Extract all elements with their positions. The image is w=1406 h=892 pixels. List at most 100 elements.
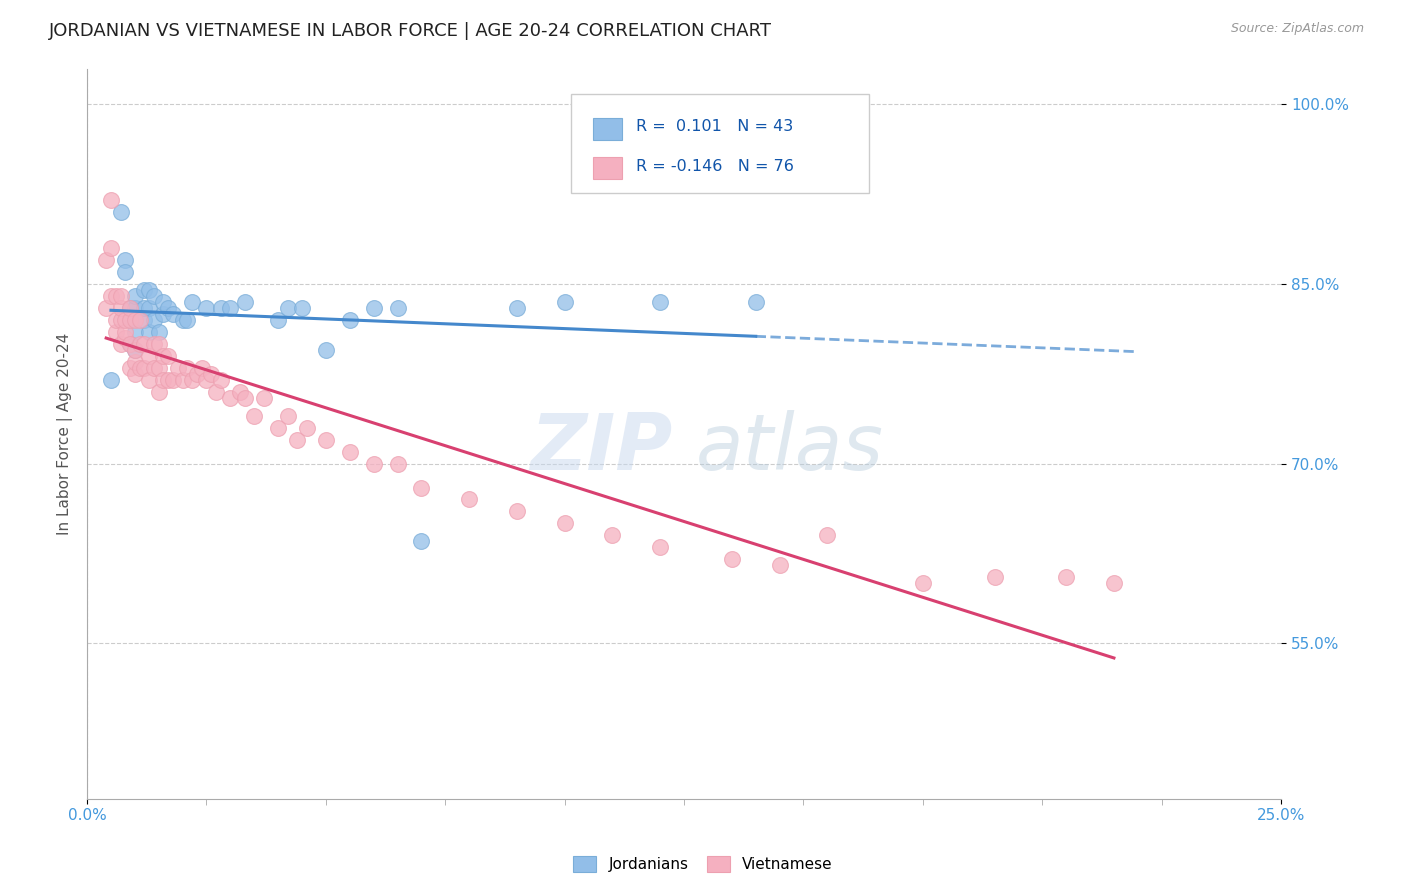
Point [124,355,146,369]
Point [339,313,361,327]
Point [128,360,150,375]
Point [100,193,122,207]
Point [118,313,141,327]
Point [110,289,132,303]
Point [506,301,529,315]
Point [195,301,218,315]
Point [166,360,188,375]
Point [114,325,136,339]
Point [124,313,146,327]
Point [118,360,141,375]
Point [200,367,222,381]
Point [363,457,385,471]
Point [104,313,127,327]
Point [195,373,218,387]
Point [96,301,118,315]
Point [128,336,150,351]
Point [745,295,768,310]
Point [219,301,242,315]
Point [104,325,127,339]
Point [983,570,1005,584]
Point [128,313,150,327]
Point [124,289,146,303]
Point [157,373,180,387]
Point [148,336,170,351]
Point [243,409,266,423]
Point [911,576,934,591]
Point [209,301,232,315]
Point [134,301,156,315]
Point [387,457,409,471]
Point [650,295,672,310]
Point [506,504,529,518]
Point [295,420,318,434]
Text: R =  0.101   N = 43: R = 0.101 N = 43 [637,119,793,134]
Point [186,367,208,381]
Point [152,349,174,363]
Point [142,360,165,375]
Point [124,343,146,357]
FancyBboxPatch shape [593,157,621,179]
Point [602,528,624,542]
Point [253,391,276,405]
FancyBboxPatch shape [593,118,621,140]
Point [181,295,204,310]
Point [285,433,308,447]
Point [339,444,361,458]
Point [142,289,165,303]
Point [118,301,141,315]
Point [157,301,180,315]
Point [291,301,314,315]
Point [181,373,204,387]
Point [315,433,337,447]
Point [110,313,132,327]
Point [124,367,146,381]
Point [138,349,160,363]
Point [118,336,141,351]
Point [114,265,136,279]
Point [219,391,242,405]
Point [138,301,160,315]
Point [118,336,141,351]
Point [114,313,136,327]
Point [1054,570,1077,584]
Point [209,373,232,387]
Point [104,289,127,303]
Point [100,373,122,387]
Point [267,313,290,327]
Point [233,295,256,310]
Point [110,205,132,219]
Point [152,307,174,321]
Y-axis label: In Labor Force | Age 20-24: In Labor Force | Age 20-24 [58,333,73,535]
Text: JORDANIAN VS VIETNAMESE IN LABOR FORCE | AGE 20-24 CORRELATION CHART: JORDANIAN VS VIETNAMESE IN LABOR FORCE |… [49,22,772,40]
Text: atlas: atlas [696,410,884,486]
Point [148,325,170,339]
Text: ZIP: ZIP [530,410,672,486]
Point [134,313,156,327]
Legend: Jordanians, Vietnamese: Jordanians, Vietnamese [565,848,841,880]
Point [411,534,433,549]
Point [1102,576,1125,591]
Point [118,301,141,315]
Point [233,391,256,405]
Text: R = -0.146   N = 76: R = -0.146 N = 76 [637,160,794,174]
Point [172,313,194,327]
Point [554,295,576,310]
Point [176,313,198,327]
Point [114,331,136,345]
Point [363,301,385,315]
Point [387,301,409,315]
Point [162,307,184,321]
Point [134,283,156,297]
Point [134,360,156,375]
Point [148,384,170,399]
Point [134,336,156,351]
Point [110,336,132,351]
Point [138,373,160,387]
Point [142,313,165,327]
Point [114,253,136,268]
Point [162,373,184,387]
Point [721,552,744,566]
FancyBboxPatch shape [571,94,869,193]
Point [148,360,170,375]
